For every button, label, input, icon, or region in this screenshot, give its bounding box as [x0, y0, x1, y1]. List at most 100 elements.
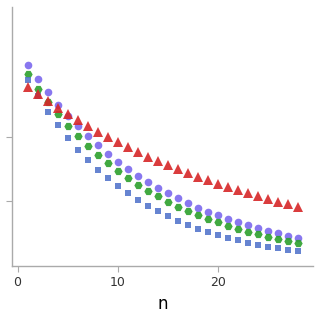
Zn [126, 191, 130, 195]
Fe [216, 220, 220, 224]
Na [266, 229, 270, 233]
Zn [106, 176, 109, 180]
Zn [156, 209, 160, 213]
C [216, 182, 220, 186]
Fe [76, 134, 80, 138]
Fe [256, 232, 260, 236]
Zn [56, 124, 60, 127]
Zn [266, 245, 270, 249]
Na [56, 103, 60, 107]
X-axis label: n: n [157, 295, 168, 313]
C [146, 155, 150, 158]
Fe [46, 100, 50, 104]
Fe [126, 176, 130, 180]
Zn [286, 248, 290, 252]
Zn [46, 110, 50, 114]
Fe [86, 144, 90, 148]
C [26, 85, 29, 89]
Na [226, 217, 230, 221]
Na [66, 114, 69, 118]
Zn [66, 136, 69, 140]
Fe [26, 72, 29, 76]
Zn [176, 219, 180, 223]
Zn [86, 158, 90, 162]
Na [236, 220, 240, 224]
Zn [166, 214, 170, 218]
Na [176, 196, 180, 200]
Na [216, 213, 220, 217]
C [86, 124, 90, 128]
C [186, 171, 190, 175]
C [116, 140, 120, 144]
Fe [106, 161, 109, 165]
Fe [56, 112, 60, 116]
Fe [186, 209, 190, 213]
Zn [256, 243, 260, 247]
Zn [236, 238, 240, 242]
Na [96, 143, 100, 147]
Zn [76, 148, 80, 152]
Na [196, 206, 200, 210]
Zn [36, 94, 39, 98]
Line: C: C [23, 83, 302, 211]
Zn [146, 204, 150, 208]
Fe [196, 213, 200, 217]
C [66, 112, 69, 116]
Fe [246, 230, 250, 234]
Zn [26, 77, 29, 81]
Fe [276, 237, 280, 241]
Fe [236, 227, 240, 231]
C [156, 159, 160, 163]
Na [76, 124, 80, 128]
Zn [136, 198, 140, 202]
Zn [276, 246, 280, 250]
C [276, 200, 280, 204]
Zn [96, 168, 100, 172]
Fe [226, 224, 230, 228]
C [56, 106, 60, 110]
Na [256, 226, 260, 230]
Zn [196, 227, 200, 230]
Zn [246, 241, 250, 244]
Na [136, 174, 140, 178]
Na [46, 91, 50, 94]
Na [126, 167, 130, 171]
Fe [136, 183, 140, 187]
Na [246, 223, 250, 227]
C [226, 185, 230, 189]
Fe [36, 87, 39, 91]
C [106, 135, 109, 139]
Na [106, 152, 109, 156]
Zn [206, 230, 210, 234]
C [286, 202, 290, 206]
Na [86, 134, 90, 138]
Fe [206, 217, 210, 221]
Na [206, 210, 210, 214]
Na [26, 63, 29, 67]
Na [276, 231, 280, 235]
Na [156, 186, 160, 190]
Line: Na: Na [24, 61, 302, 242]
C [36, 92, 39, 96]
Zn [116, 184, 120, 188]
Fe [66, 124, 69, 128]
C [96, 130, 100, 134]
Na [186, 201, 190, 205]
C [246, 191, 250, 195]
Na [166, 191, 170, 195]
Zn [216, 233, 220, 237]
C [256, 194, 260, 198]
Na [296, 236, 300, 240]
Fe [146, 189, 150, 193]
C [266, 197, 270, 201]
Na [36, 77, 39, 81]
Fe [266, 235, 270, 238]
C [236, 188, 240, 192]
C [206, 179, 210, 182]
C [136, 150, 140, 154]
Na [286, 234, 290, 237]
Na [146, 180, 150, 184]
Fe [166, 200, 170, 204]
Na [116, 160, 120, 164]
Fe [96, 153, 100, 157]
